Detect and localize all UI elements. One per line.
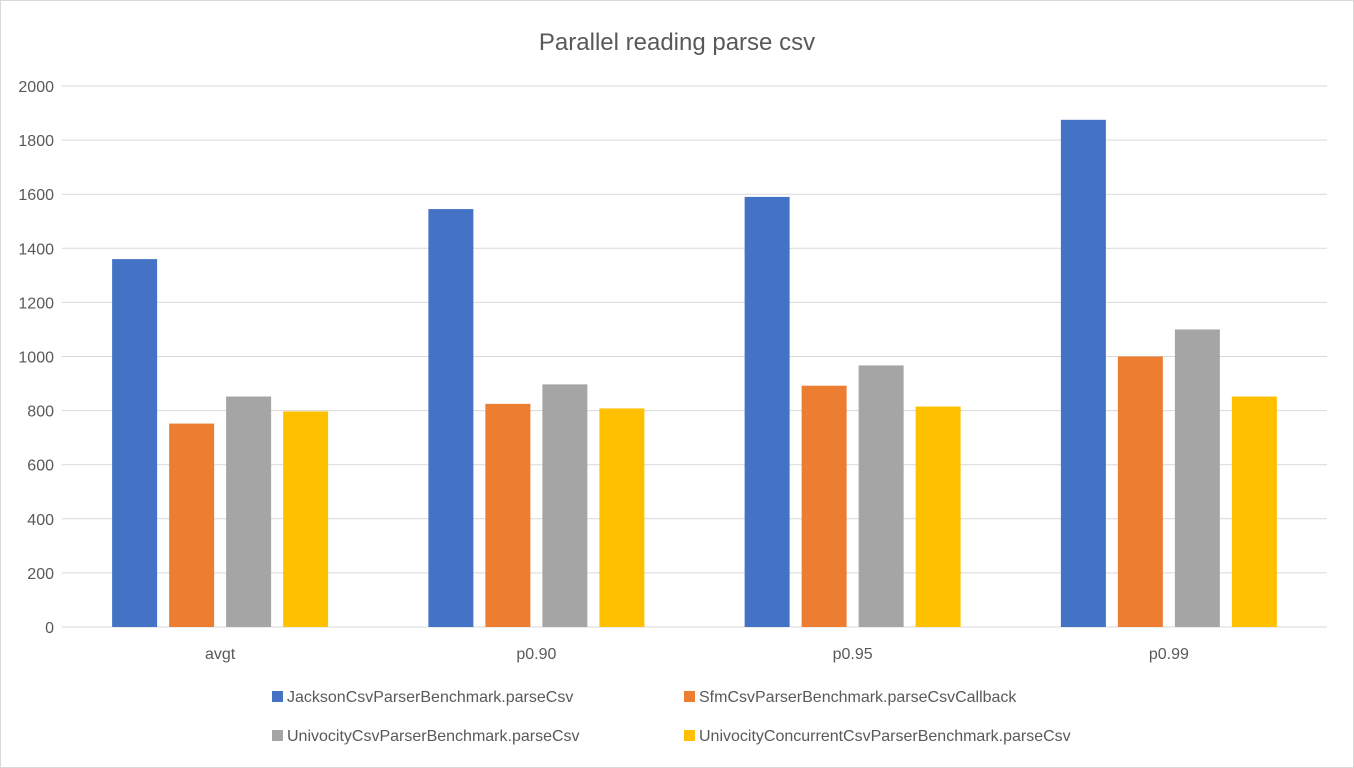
legend-item: JacksonCsvParserBenchmark.parseCsv: [272, 689, 573, 706]
bar-p090-series-1: [428, 209, 474, 627]
legend-item: UnivocityConcurrentCsvParserBenchmark.pa…: [684, 728, 1071, 745]
chart-title: Parallel reading parse csv: [539, 29, 815, 56]
bars: [112, 119, 1277, 627]
legend-swatch: [684, 730, 695, 741]
y-tick-label: 1400: [18, 241, 54, 258]
y-tick-label: 2000: [18, 79, 54, 96]
y-tick-label: 800: [27, 404, 54, 421]
bar-avgt-series-1: [112, 259, 158, 627]
y-tick-label: 600: [27, 458, 54, 475]
y-tick-label: 0: [45, 620, 54, 637]
y-axis-tick-labels: 0 200 400 600 800 1000 1200 1400 1600 1800 2000: [18, 79, 54, 637]
y-tick-label: 1200: [18, 295, 54, 312]
bar-avgt-series-4: [283, 411, 329, 627]
bar-p095-series-1: [744, 196, 790, 627]
legend: JacksonCsvParserBenchmark.parseCsv SfmCsv…: [272, 689, 1071, 745]
bar-p090-series-2: [485, 403, 531, 627]
y-tick-label: 200: [27, 566, 54, 583]
legend-label: UnivocityCsvParserBenchmark.parseCsv: [287, 728, 580, 745]
bar-avgt-series-3: [226, 396, 272, 627]
bar-p099-series-4: [1231, 396, 1277, 627]
x-tick-label: p0.99: [1149, 646, 1189, 663]
x-tick-label: p0.90: [516, 646, 556, 663]
bar-p090-series-4: [599, 408, 645, 627]
bar-p090-series-3: [542, 384, 588, 627]
y-tick-label: 1600: [18, 187, 54, 204]
legend-label: JacksonCsvParserBenchmark.parseCsv: [287, 689, 573, 706]
x-tick-label: avgt: [205, 646, 236, 663]
y-tick-label: 400: [27, 512, 54, 529]
x-axis-tick-labels: avgt p0.90 p0.95 p0.99: [205, 646, 1189, 663]
legend-swatch: [684, 691, 695, 702]
legend-swatch: [272, 730, 283, 741]
x-tick-label: p0.95: [833, 646, 873, 663]
legend-label: SfmCsvParserBenchmark.parseCsvCallback: [699, 689, 1017, 706]
bar-p099-series-1: [1060, 119, 1106, 627]
legend-item: UnivocityCsvParserBenchmark.parseCsv: [272, 728, 580, 745]
bar-p095-series-4: [915, 406, 961, 627]
bar-p099-series-2: [1117, 356, 1163, 627]
legend-item: SfmCsvParserBenchmark.parseCsvCallback: [684, 689, 1017, 706]
legend-label: UnivocityConcurrentCsvParserBenchmark.pa…: [699, 728, 1071, 745]
bar-p095-series-2: [801, 385, 847, 627]
gridlines: [62, 85, 1327, 628]
y-tick-label: 1800: [18, 133, 54, 150]
bar-p095-series-3: [858, 365, 904, 627]
legend-swatch: [272, 691, 283, 702]
bar-avgt-series-2: [169, 423, 215, 627]
bar-p099-series-3: [1174, 329, 1220, 627]
y-tick-label: 1000: [18, 350, 54, 367]
